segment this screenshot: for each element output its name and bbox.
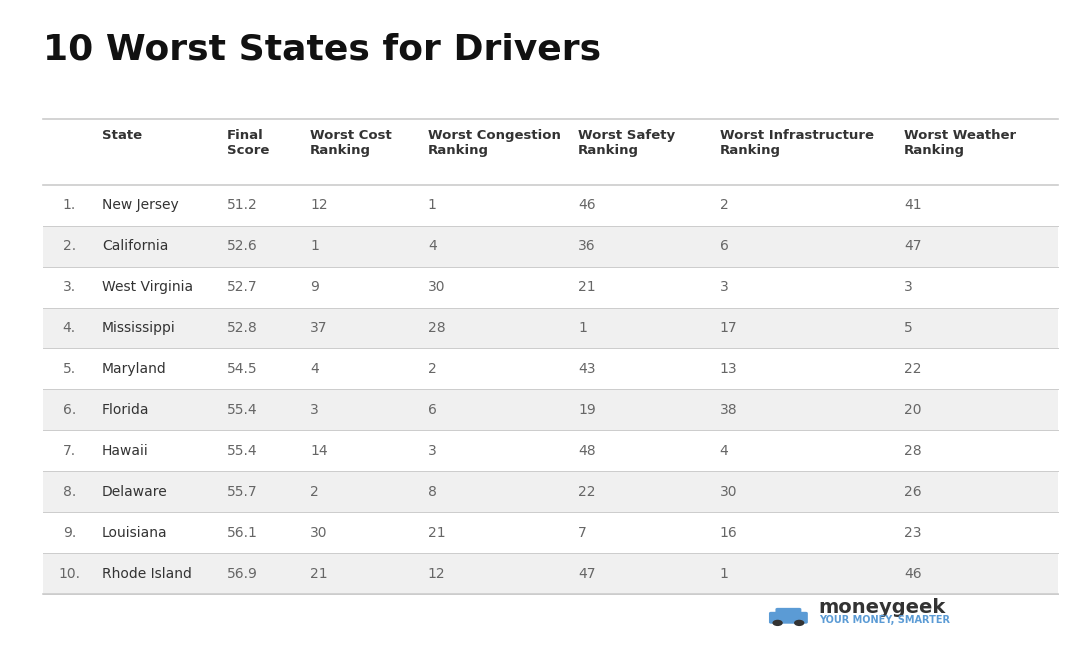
Text: Worst Weather
Ranking: Worst Weather Ranking [904,129,1016,156]
Text: 7: 7 [578,525,586,540]
Circle shape [772,620,783,626]
Text: 48: 48 [578,444,596,458]
FancyBboxPatch shape [775,608,801,617]
Text: 38: 38 [719,403,738,417]
Text: 6.: 6. [63,403,76,417]
Text: 1: 1 [428,198,436,213]
Text: 2: 2 [428,362,436,376]
Text: YOUR MONEY, SMARTER: YOUR MONEY, SMARTER [819,615,949,626]
Text: 46: 46 [904,566,921,581]
Text: 30: 30 [428,280,445,294]
Text: Delaware: Delaware [102,484,167,499]
Text: 20: 20 [904,403,921,417]
Circle shape [794,620,805,626]
Text: Florida: Florida [102,403,149,417]
Text: 1: 1 [310,239,319,253]
Text: Final
Score: Final Score [227,129,270,156]
Text: Maryland: Maryland [102,362,166,376]
Text: 22: 22 [904,362,921,376]
Text: 7.: 7. [63,444,76,458]
Text: 55.4: 55.4 [227,444,258,458]
Text: 4: 4 [428,239,436,253]
Text: 10.: 10. [58,566,80,581]
Text: 21: 21 [310,566,327,581]
Text: State: State [102,129,141,142]
Text: 54.5: 54.5 [227,362,258,376]
Text: 46: 46 [578,198,596,213]
Text: moneygeek: moneygeek [819,598,946,616]
Text: 2: 2 [719,198,728,213]
Text: 9: 9 [310,280,319,294]
Text: Worst Cost
Ranking: Worst Cost Ranking [310,129,392,156]
Text: 26: 26 [904,484,921,499]
Text: 14: 14 [310,444,327,458]
Text: 47: 47 [578,566,595,581]
Text: 17: 17 [719,321,738,335]
Text: 28: 28 [904,444,921,458]
Text: West Virginia: West Virginia [102,280,193,294]
Text: Louisiana: Louisiana [102,525,167,540]
Text: Worst Safety
Ranking: Worst Safety Ranking [578,129,675,156]
Text: 22: 22 [578,484,595,499]
Text: 2.: 2. [63,239,76,253]
Text: 52.8: 52.8 [227,321,258,335]
Text: 55.4: 55.4 [227,403,258,417]
Text: 3: 3 [719,280,728,294]
Text: Mississippi: Mississippi [102,321,176,335]
Text: 55.7: 55.7 [227,484,258,499]
Text: Worst Congestion
Ranking: Worst Congestion Ranking [428,129,561,156]
Text: 30: 30 [719,484,738,499]
Text: 13: 13 [719,362,738,376]
Text: 41: 41 [904,198,921,213]
Text: 3: 3 [310,403,319,417]
Text: 1: 1 [719,566,729,581]
Text: 43: 43 [578,362,595,376]
Text: 21: 21 [428,525,445,540]
Text: 12: 12 [428,566,445,581]
Text: 4.: 4. [63,321,76,335]
Text: 47: 47 [904,239,921,253]
Text: 8: 8 [428,484,436,499]
Text: 30: 30 [310,525,327,540]
Text: 3: 3 [904,280,913,294]
Text: 3.: 3. [63,280,76,294]
Text: Worst Infrastructure
Ranking: Worst Infrastructure Ranking [719,129,874,156]
Text: 4: 4 [719,444,728,458]
Text: 8.: 8. [63,484,76,499]
Text: 5.: 5. [63,362,76,376]
Text: California: California [102,239,168,253]
Text: 19: 19 [578,403,596,417]
Text: 6: 6 [428,403,436,417]
Text: New Jersey: New Jersey [102,198,178,213]
Text: 12: 12 [310,198,327,213]
Text: 1.: 1. [63,198,76,213]
Text: 36: 36 [578,239,596,253]
Text: Hawaii: Hawaii [102,444,149,458]
Text: 28: 28 [428,321,445,335]
Text: 9.: 9. [63,525,76,540]
Text: 52.7: 52.7 [227,280,258,294]
Text: 1: 1 [578,321,586,335]
Text: 52.6: 52.6 [227,239,258,253]
Text: 56.1: 56.1 [227,525,258,540]
Text: Rhode Island: Rhode Island [102,566,191,581]
Text: 51.2: 51.2 [227,198,258,213]
Text: 10 Worst States for Drivers: 10 Worst States for Drivers [43,33,602,67]
Text: 4: 4 [310,362,319,376]
Text: 16: 16 [719,525,738,540]
Text: 37: 37 [310,321,327,335]
Text: 2: 2 [310,484,319,499]
Text: 6: 6 [719,239,729,253]
Text: 56.9: 56.9 [227,566,258,581]
Text: 5: 5 [904,321,913,335]
Text: 21: 21 [578,280,596,294]
FancyBboxPatch shape [769,612,808,624]
Text: 23: 23 [904,525,921,540]
Text: 3: 3 [428,444,436,458]
